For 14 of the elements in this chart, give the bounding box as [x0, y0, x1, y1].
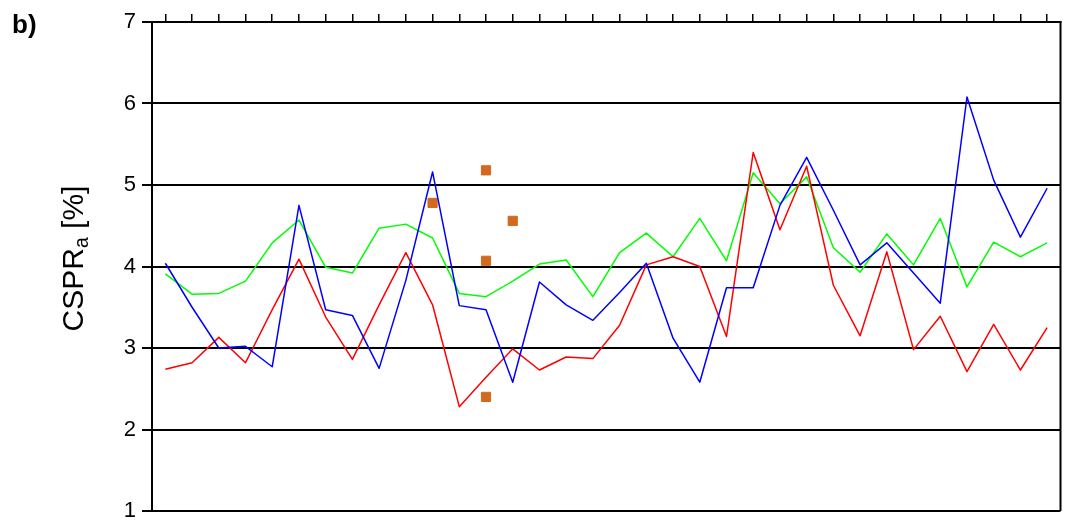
- point: [427, 197, 438, 209]
- point: [480, 391, 492, 402]
- y-axis-title: CSPRa [%]: [56, 185, 92, 332]
- y-tick-label: 1: [123, 497, 136, 523]
- point: [480, 255, 492, 266]
- point: [507, 215, 518, 226]
- y-tick-label: 6: [123, 89, 136, 115]
- text: b): [12, 9, 37, 40]
- y-tick-label: 7: [123, 8, 136, 34]
- point: [480, 165, 492, 176]
- y-tick-label: 5: [123, 171, 136, 197]
- y-tick-label: 3: [123, 334, 136, 360]
- y-tick-label: 2: [123, 415, 136, 441]
- y-tick-label: 4: [123, 252, 136, 278]
